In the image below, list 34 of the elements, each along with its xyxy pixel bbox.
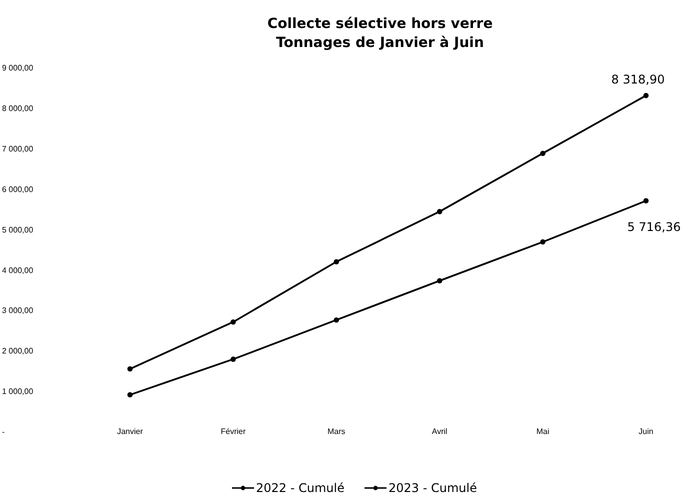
point [127, 392, 133, 398]
point [643, 198, 649, 204]
point [127, 366, 133, 372]
y-tick-label: 3 000,00 [2, 306, 34, 316]
y-tick-label: 2 000,00 [2, 346, 34, 356]
data-label: 8 318,90 [611, 72, 665, 87]
legend-label: 2023 - Cumulé [388, 481, 477, 495]
x-tick-label: Avril [432, 427, 448, 436]
x-tick-label: Mars [328, 427, 346, 436]
y-tick-label: 4 000,00 [2, 266, 34, 275]
point [230, 319, 236, 325]
y-tick-label: 7 000,00 [2, 144, 34, 154]
point [334, 317, 340, 323]
y-tick-label: 5 000,00 [2, 225, 34, 234]
y-tick-label: 6 000,00 [2, 184, 34, 194]
x-tick-label: Février [220, 427, 246, 436]
legend-label: 2022 - Cumulé [256, 481, 344, 495]
y-tick-label: 1 000,00 [2, 387, 34, 396]
chart-title: Collecte sélective hors verre [267, 16, 493, 32]
x-tick-label: Juin [638, 427, 654, 436]
x-tick-label: Mai [536, 427, 550, 436]
chart-subtitle: Tonnages de Janvier à Juin [276, 35, 484, 51]
point [230, 356, 236, 362]
point [540, 239, 546, 245]
point [643, 92, 649, 98]
y-tick-label: 8 000,00 [2, 104, 34, 114]
point [436, 278, 442, 284]
x-tick-label: Janvier [117, 427, 144, 436]
point [540, 150, 546, 156]
y-tick-label: 9 000,00 [2, 64, 34, 73]
y-tick-label: - [2, 428, 5, 437]
data-label: 5 716,36 [627, 220, 681, 234]
point [436, 208, 442, 214]
point [334, 259, 340, 264]
